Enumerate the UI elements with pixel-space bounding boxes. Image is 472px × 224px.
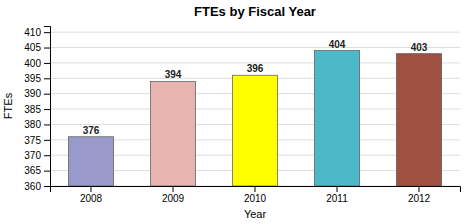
x-tick-mark: [337, 186, 338, 192]
x-tick-mark: [91, 186, 92, 192]
bar: [232, 75, 277, 186]
x-tick-label: 2011: [326, 193, 348, 204]
x-tick-label: 2008: [80, 193, 103, 204]
y-tick: 400: [24, 58, 50, 69]
grid-line: [50, 47, 460, 48]
x-axis-title: Year: [244, 208, 267, 220]
y-axis: 360 365 370 375 380 385 390 395 400 405 410: [24, 27, 50, 192]
y-tick-label: 370: [24, 150, 41, 161]
x-tick-mark: [419, 186, 420, 192]
data-label: 404: [329, 39, 346, 50]
x-tick-mark: [255, 186, 256, 192]
y-tick-mark: [44, 186, 50, 187]
bar: [314, 51, 359, 186]
data-labels: 376 394 396 404 403: [83, 39, 428, 136]
y-tick-mark: [44, 32, 50, 33]
y-tick-label: 375: [24, 135, 41, 146]
x-tick-mark: [173, 186, 174, 192]
y-tick-label: 385: [24, 104, 41, 115]
y-tick: 395: [24, 73, 50, 84]
data-label: 396: [247, 63, 264, 74]
grid-line: [50, 32, 460, 33]
x-tick: 2011: [326, 186, 348, 204]
bars: [68, 51, 441, 186]
y-tick-label: 380: [24, 119, 41, 130]
x-tick: 2009: [162, 186, 185, 204]
y-tick-label: 405: [24, 42, 41, 53]
y-tick-mark: [44, 48, 50, 49]
data-label: 403: [411, 42, 428, 53]
y-tick: 385: [24, 104, 50, 115]
y-tick: 380: [24, 119, 50, 130]
title: FTEs by Fiscal Year: [194, 4, 316, 19]
y-tick-mark: [44, 124, 50, 125]
x-tick: 2012: [408, 186, 431, 204]
x-tick-label: 2012: [408, 193, 431, 204]
y-tick: 360: [24, 181, 50, 192]
plot: 3763943964044032008200920102011201236036…: [24, 27, 460, 205]
bar: [396, 54, 441, 186]
x-tick-label: 2010: [244, 193, 267, 204]
x-tick: 2008: [80, 186, 103, 204]
x-tick: 2010: [244, 186, 267, 204]
data-label: 394: [165, 69, 182, 80]
chart: 3763943964044032008200920102011201236036…: [0, 0, 472, 224]
y-tick-mark: [44, 171, 50, 172]
y-tick-mark: [44, 63, 50, 64]
x-axis: 2008 2009 2010 2011 2012: [51, 186, 461, 204]
x-tick-label: 2009: [162, 193, 185, 204]
y-tick-label: 390: [24, 88, 41, 99]
y-tick: 390: [24, 88, 50, 99]
y-tick: 405: [24, 42, 50, 53]
y-tick: 375: [24, 135, 50, 146]
y-tick-label: 360: [24, 181, 41, 192]
bar: [150, 81, 195, 186]
y-tick-mark: [44, 78, 50, 79]
y-tick-mark: [44, 155, 50, 156]
y-tick-mark: [44, 94, 50, 95]
data-label: 376: [83, 125, 100, 136]
bar: [68, 137, 113, 186]
x-axis-line: [51, 187, 461, 193]
y-tick: 410: [24, 27, 50, 38]
y-axis-title: FTEs: [2, 92, 14, 119]
y-tick: 370: [24, 150, 50, 161]
y-tick: 365: [24, 165, 50, 176]
y-tick-mark: [44, 140, 50, 141]
y-tick-label: 400: [24, 58, 41, 69]
y-axis-line: [44, 27, 51, 187]
y-tick-label: 410: [24, 27, 41, 38]
y-tick-label: 395: [24, 73, 41, 84]
grid: [50, 32, 460, 186]
y-tick-mark: [44, 109, 50, 110]
y-tick-label: 365: [24, 165, 41, 176]
